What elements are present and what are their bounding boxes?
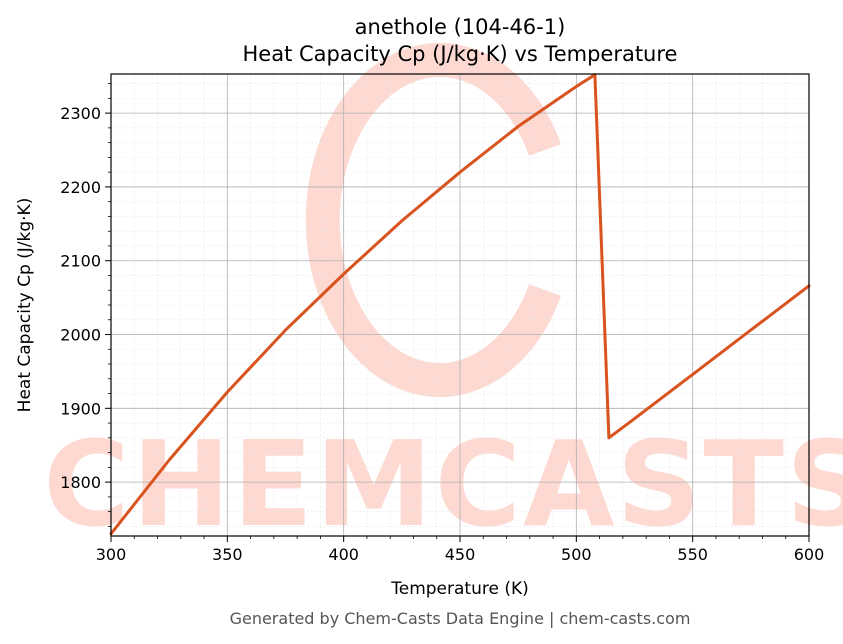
x-tick-label: 450 bbox=[445, 545, 476, 564]
x-axis: 300 350 400 450 500 550 600 bbox=[96, 536, 825, 564]
x-tick-label: 600 bbox=[794, 545, 825, 564]
y-axis: 1800 1900 2000 2100 2200 2300 bbox=[60, 83, 111, 527]
watermark-c-logo bbox=[305, 43, 562, 397]
watermark-text: CHEMCASTS bbox=[43, 415, 843, 553]
series-line-0 bbox=[109, 73, 811, 536]
x-tick-label: 550 bbox=[677, 545, 708, 564]
series-layer bbox=[109, 73, 811, 536]
watermark: CHEMCASTS bbox=[43, 43, 843, 553]
y-axis-label: Heat Capacity Cp (J/kg·K) bbox=[15, 198, 35, 413]
y-tick-label: 2300 bbox=[60, 104, 101, 123]
x-tick-label: 300 bbox=[96, 545, 127, 564]
x-tick-label: 500 bbox=[561, 545, 592, 564]
x-tick-label: 350 bbox=[212, 545, 243, 564]
y-tick-label: 2200 bbox=[60, 178, 101, 197]
y-tick-label: 2000 bbox=[60, 326, 101, 345]
chart-subtitle: Heat Capacity Cp (J/kg·K) vs Temperature bbox=[243, 42, 678, 66]
footer-credit: Generated by Chem-Casts Data Engine | ch… bbox=[230, 609, 691, 628]
chart-title: anethole (104-46-1) bbox=[355, 15, 566, 39]
x-tick-label: 400 bbox=[328, 545, 359, 564]
y-tick-label: 1900 bbox=[60, 399, 101, 418]
x-axis-label: Temperature (K) bbox=[390, 579, 529, 599]
major-grid bbox=[110, 74, 810, 536]
y-tick-label: 2100 bbox=[60, 252, 101, 271]
y-tick-label: 1800 bbox=[60, 473, 101, 492]
